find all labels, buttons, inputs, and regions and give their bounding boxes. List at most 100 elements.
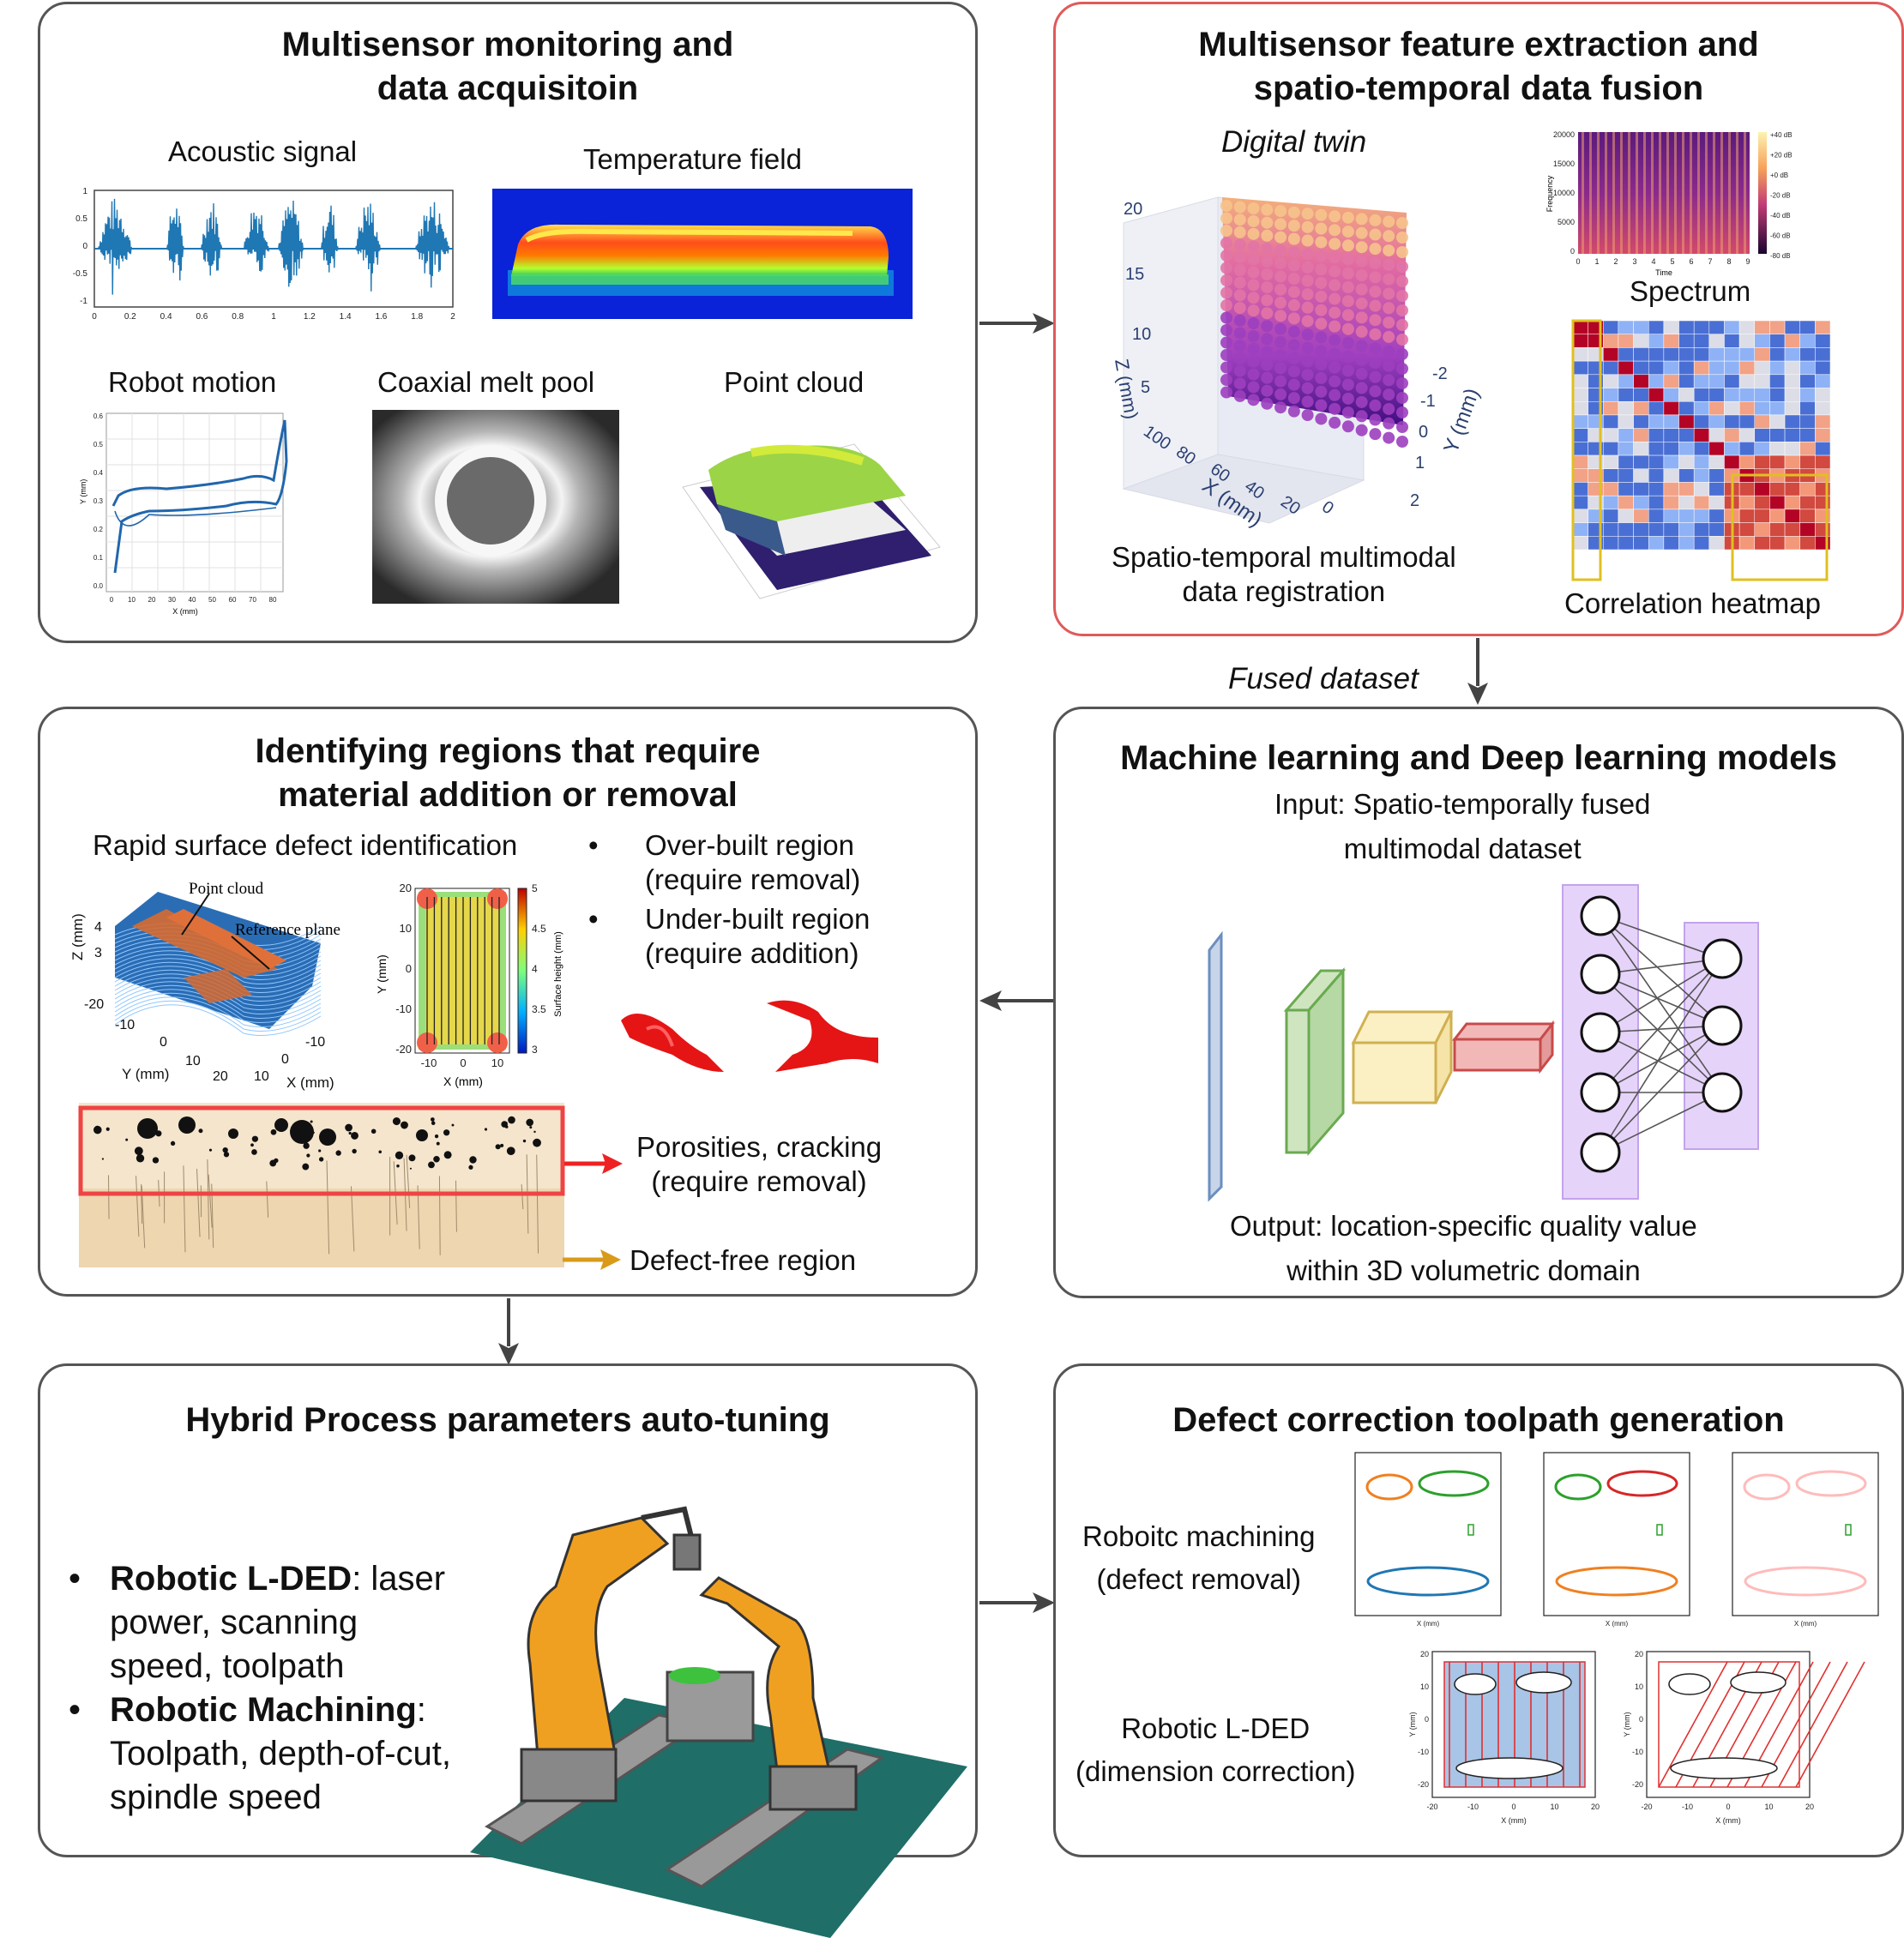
twin-dot — [1302, 409, 1314, 421]
defect-free-arrow — [563, 1247, 623, 1273]
heatmap-cell — [1664, 469, 1679, 483]
heatmap-cell — [1724, 442, 1739, 455]
twin-dot — [1383, 259, 1395, 271]
bullet-lded: • Robotic L-DED: laser power, scanning s… — [67, 1557, 451, 1688]
bullet-line-1: Over-built region — [645, 829, 854, 861]
heatmap-cell — [1739, 429, 1755, 442]
twin-dot — [1234, 340, 1246, 352]
twin-dot — [1261, 281, 1273, 293]
heatmap-cell — [1755, 401, 1770, 415]
acoustic-ytick: -0.5 — [73, 269, 88, 279]
heatmap-cell — [1648, 455, 1664, 469]
heatmap-cell — [1573, 415, 1588, 429]
heatmap-cells — [1573, 321, 1830, 550]
twin-dot — [1315, 345, 1327, 357]
heatmap-cell — [1800, 482, 1816, 496]
twin-dot — [1369, 385, 1381, 397]
heatmap-cell — [1618, 321, 1634, 334]
surf-zlabel: Z (mm) — [69, 913, 86, 960]
plot-ytick: 10 — [1635, 1682, 1643, 1691]
heatmap-cell — [1709, 496, 1725, 509]
twin-dot — [1329, 265, 1341, 277]
bullet-machining: • Robotic Machining: Toolpath, depth-of-… — [67, 1688, 451, 1820]
heatmap-cell — [1709, 388, 1725, 402]
robot-xtick: 60 — [229, 596, 237, 604]
pore — [431, 1117, 435, 1122]
twin-dot — [1369, 314, 1381, 326]
pore — [251, 1149, 257, 1155]
pore — [396, 1165, 399, 1167]
twin-dot — [1220, 349, 1232, 361]
heatmap-cell — [1603, 469, 1618, 483]
heatmap-cell — [1694, 334, 1709, 348]
twin-dot — [1288, 260, 1300, 272]
heatmap-cell — [1618, 401, 1634, 415]
twin-dot — [1274, 310, 1286, 322]
height-map-ylabel: Y (mm) — [375, 954, 389, 994]
heatmap-cell — [1603, 401, 1618, 415]
twin-dot — [1248, 343, 1260, 355]
heatmap-cell — [1664, 347, 1679, 361]
pore — [416, 1129, 428, 1141]
twin-dot — [1329, 321, 1341, 333]
heatmap-cell — [1755, 496, 1770, 509]
height-map-ytick: -20 — [395, 1043, 412, 1056]
pore — [485, 1128, 487, 1130]
heatmap-cell — [1648, 523, 1664, 537]
twin-dot — [1274, 244, 1286, 256]
twin-dot — [1248, 254, 1260, 266]
pore — [302, 1164, 309, 1171]
pore — [444, 1151, 452, 1159]
pore — [135, 1147, 143, 1155]
heatmap-cell — [1648, 536, 1664, 550]
nn-output-node — [1703, 1007, 1741, 1044]
heatmap-cell — [1739, 496, 1755, 509]
twin-dot — [1356, 424, 1368, 436]
heatmap-cell — [1664, 482, 1679, 496]
heatmap-cell — [1724, 347, 1739, 361]
heatmap-cell — [1739, 482, 1755, 496]
height-map-ytick: -10 — [395, 1002, 412, 1015]
heatmap-cell — [1648, 415, 1664, 429]
twin-dot — [1234, 251, 1246, 263]
spectrum-band — [1659, 132, 1661, 254]
heatmap-cell — [1694, 455, 1709, 469]
twin-dot — [1248, 330, 1260, 342]
twin-dot — [1383, 388, 1395, 400]
heatmap-cell — [1785, 334, 1800, 348]
heatmap-cell — [1755, 321, 1770, 334]
surf-ytick: -10 — [115, 1018, 135, 1032]
heatmap-cell — [1694, 482, 1709, 496]
heatmap-cell — [1755, 334, 1770, 348]
heatmap-cell — [1694, 388, 1709, 402]
pore — [349, 1132, 352, 1135]
twin-dot — [1220, 324, 1232, 336]
twin-dot — [1329, 403, 1341, 415]
plot-xtick: -20 — [1426, 1803, 1437, 1811]
acoustic-xtick: 0 — [92, 312, 97, 322]
twin-dot — [1220, 225, 1232, 237]
pore — [274, 1159, 278, 1163]
heatmap-cell — [1800, 375, 1816, 388]
heatmap-cell — [1739, 361, 1755, 375]
heatmap-cell — [1634, 388, 1649, 402]
spectrum-xtick: 6 — [1689, 257, 1693, 266]
spectrum-ytick: 15000 — [1553, 159, 1575, 168]
heatmap-cell — [1755, 361, 1770, 375]
heatmap-cell — [1648, 361, 1664, 375]
heatmap-cell — [1664, 375, 1679, 388]
twin-dot — [1342, 420, 1354, 432]
heatmap-cell — [1634, 509, 1649, 523]
twin-dot — [1234, 226, 1246, 238]
surf-xtick: 0 — [281, 1052, 289, 1067]
robot-xtick: 40 — [189, 596, 196, 604]
twin-dot — [1356, 368, 1368, 380]
height-map-xtick: -10 — [421, 1056, 437, 1069]
twin-dot — [1342, 226, 1354, 238]
twin-dot — [1288, 286, 1300, 298]
twin-dot — [1234, 365, 1246, 377]
twin-dot — [1356, 410, 1368, 422]
twin-dot — [1248, 279, 1260, 291]
height-map-xtick: 10 — [491, 1056, 503, 1069]
heatmap-cell — [1800, 429, 1816, 442]
